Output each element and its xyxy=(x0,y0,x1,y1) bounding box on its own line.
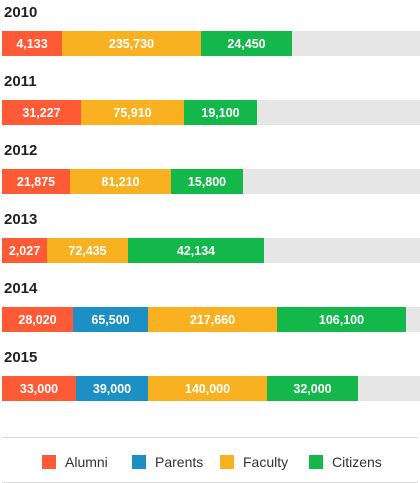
bar-segment-alumni-2011: 31,227 xyxy=(2,100,81,125)
year-label-2013: 2013 xyxy=(4,211,38,228)
legend-label-faculty: Faculty xyxy=(243,454,289,470)
year-label-2012: 2012 xyxy=(4,142,38,159)
legend-label-alumni: Alumni xyxy=(65,454,108,470)
bar-track-2012: 21,875 81,210 15,800 xyxy=(2,169,420,194)
legend-label-citizens: Citizens xyxy=(332,454,382,470)
bar-segment-citizens-2015: 32,000 xyxy=(267,376,358,401)
bar-segment-faculty-2011: 75,910 xyxy=(81,100,184,125)
bar-segment-citizens-2014: 106,100 xyxy=(277,307,406,332)
legend-swatch-faculty xyxy=(220,455,234,469)
bar-segment-alumni-2010: 4,133 xyxy=(2,31,62,56)
year-label-2010: 2010 xyxy=(4,4,38,21)
bar-track-2013: 2,027 72,435 42,134 xyxy=(2,238,420,263)
bar-segment-faculty-2013: 72,435 xyxy=(47,238,128,263)
year-label-2011: 2011 xyxy=(4,73,37,90)
bar-segment-alumni-2013: 2,027 xyxy=(2,238,47,263)
legend-item-citizens: Citizens xyxy=(309,452,382,472)
bar-segment-parents-2015: 39,000 xyxy=(76,376,148,401)
bar-segment-faculty-2010: 235,730 xyxy=(62,31,201,56)
legend: Alumni Parents Faculty Citizens xyxy=(0,452,420,472)
year-label-2015: 2015 xyxy=(4,349,38,366)
bar-segment-citizens-2011: 19,100 xyxy=(184,100,257,125)
bar-segment-alumni-2014: 28,020 xyxy=(2,307,73,332)
bar-segment-alumni-2015: 33,000 xyxy=(2,376,76,401)
legend-divider-top xyxy=(2,437,418,438)
bar-segment-citizens-2010: 24,450 xyxy=(201,31,292,56)
bar-track-2011: 31,227 75,910 19,100 xyxy=(2,100,420,125)
legend-item-parents: Parents xyxy=(132,452,203,472)
bar-segment-citizens-2013: 42,134 xyxy=(128,238,264,263)
bar-segment-citizens-2012: 15,800 xyxy=(171,169,243,194)
bar-segment-faculty-2012: 81,210 xyxy=(70,169,171,194)
bar-track-2014: 28,020 65,500 217,660 106,100 xyxy=(2,307,420,332)
legend-label-parents: Parents xyxy=(155,454,204,470)
legend-swatch-parents xyxy=(132,455,146,469)
legend-swatch-citizens xyxy=(309,455,323,469)
legend-swatch-alumni xyxy=(42,455,56,469)
bar-segment-parents-2014: 65,500 xyxy=(73,307,148,332)
year-label-2014: 2014 xyxy=(4,280,38,297)
legend-item-faculty: Faculty xyxy=(220,452,288,472)
bar-segment-faculty-2015: 140,000 xyxy=(148,376,267,401)
bar-track-2010: 4,133 235,730 24,450 xyxy=(2,31,420,56)
bar-segment-faculty-2014: 217,660 xyxy=(148,307,277,332)
legend-item-alumni: Alumni xyxy=(42,452,108,472)
bar-track-2015: 33,000 39,000 140,000 32,000 xyxy=(2,376,420,401)
bar-segment-alumni-2012: 21,875 xyxy=(2,169,70,194)
